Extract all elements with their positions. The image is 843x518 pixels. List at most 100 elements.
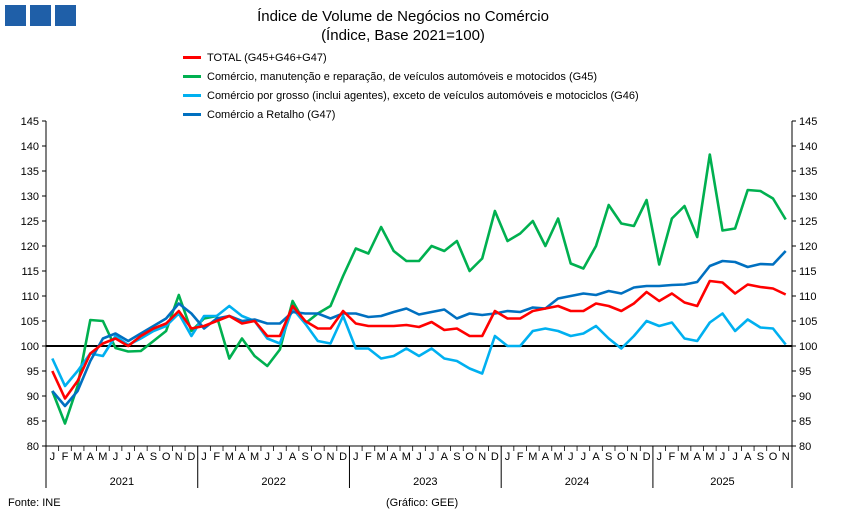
logo-square-icon xyxy=(5,5,26,26)
month-label: A xyxy=(744,451,752,463)
month-label: N xyxy=(478,451,486,463)
series-line xyxy=(51,153,787,425)
month-label: J xyxy=(505,451,511,463)
legend-item: Comércio a Retalho (G47) xyxy=(183,105,639,124)
month-label: J xyxy=(720,451,726,463)
legend-label: Comércio a Retalho (G47) xyxy=(207,108,336,121)
series-line xyxy=(51,304,787,388)
month-label: M xyxy=(528,451,537,463)
month-label: A xyxy=(592,451,600,463)
month-label: F xyxy=(365,451,372,463)
month-label: F xyxy=(517,451,524,463)
month-label: S xyxy=(150,451,157,463)
month-label: A xyxy=(137,451,145,463)
logo-square-icon xyxy=(55,5,76,26)
y-tick-label: 120 xyxy=(799,241,817,253)
legend-swatch xyxy=(183,94,201,97)
y-tick-label: 90 xyxy=(799,391,811,403)
month-label: O xyxy=(314,451,323,463)
month-label: J xyxy=(581,451,587,463)
month-label: M xyxy=(402,451,411,463)
y-tick-label: 125 xyxy=(799,216,817,228)
month-label: J xyxy=(732,451,738,463)
month-label: S xyxy=(302,451,309,463)
y-tick-label: 85 xyxy=(799,416,811,428)
year-label: 2021 xyxy=(110,476,134,488)
month-label: N xyxy=(630,451,638,463)
legend-item: Comércio por grosso (inclui agentes), ex… xyxy=(183,86,639,105)
month-label: A xyxy=(87,451,95,463)
legend-label: Comércio por grosso (inclui agentes), ex… xyxy=(207,89,639,102)
y-tick-label: 95 xyxy=(799,366,811,378)
month-label: M xyxy=(553,451,562,463)
month-label: J xyxy=(265,451,271,463)
month-label: J xyxy=(125,451,131,463)
legend-item: Comércio, manutenção e reparação, de veí… xyxy=(183,67,639,86)
month-label: S xyxy=(757,451,764,463)
month-label: M xyxy=(376,451,385,463)
chart-subtitle: (Índice, Base 2021=100) xyxy=(321,27,485,44)
y-tick-label: 115 xyxy=(799,266,817,278)
y-tick-label: 140 xyxy=(21,141,39,153)
legend-swatch xyxy=(183,56,201,59)
month-label: M xyxy=(250,451,259,463)
y-tick-label: 130 xyxy=(799,191,817,203)
month-label: F xyxy=(62,451,69,463)
year-label: 2024 xyxy=(565,476,589,488)
year-label: 2025 xyxy=(710,476,734,488)
y-tick-label: 90 xyxy=(27,391,39,403)
month-label: A xyxy=(693,451,701,463)
legend-item: TOTAL (G45+G46+G47) xyxy=(183,48,639,67)
month-label: A xyxy=(390,451,398,463)
month-label: D xyxy=(491,451,499,463)
month-label: M xyxy=(225,451,234,463)
y-tick-label: 125 xyxy=(21,216,39,228)
year-label: 2023 xyxy=(413,476,437,488)
year-label: 2022 xyxy=(261,476,285,488)
month-label: J xyxy=(113,451,119,463)
month-label: M xyxy=(705,451,714,463)
month-label: O xyxy=(769,451,778,463)
month-label: O xyxy=(617,451,626,463)
y-tick-label: 100 xyxy=(799,341,817,353)
legend-swatch xyxy=(183,75,201,78)
credit-note: (Gráfico: GEE) xyxy=(386,497,459,509)
y-tick-label: 105 xyxy=(799,316,817,328)
month-label: J xyxy=(50,451,56,463)
legend-label: TOTAL (G45+G46+G47) xyxy=(207,51,327,64)
month-label: N xyxy=(175,451,183,463)
y-tick-label: 80 xyxy=(799,441,811,453)
month-label: M xyxy=(680,451,689,463)
y-tick-label: 120 xyxy=(21,241,39,253)
month-label: J xyxy=(656,451,662,463)
month-label: S xyxy=(453,451,460,463)
legend-swatch xyxy=(183,113,201,116)
month-label: J xyxy=(353,451,359,463)
logo-square-icon xyxy=(30,5,51,26)
source-note: Fonte: INE xyxy=(8,497,61,509)
legend: TOTAL (G45+G46+G47) Comércio, manutenção… xyxy=(183,48,639,124)
month-label: A xyxy=(542,451,550,463)
y-tick-label: 100 xyxy=(21,341,39,353)
month-label: J xyxy=(277,451,283,463)
y-tick-label: 130 xyxy=(21,191,39,203)
month-label: A xyxy=(289,451,297,463)
month-label: J xyxy=(201,451,207,463)
month-label: D xyxy=(187,451,195,463)
y-tick-label: 145 xyxy=(21,116,39,128)
series-line xyxy=(51,250,787,408)
y-tick-label: 80 xyxy=(27,441,39,453)
month-label: J xyxy=(568,451,574,463)
month-label: F xyxy=(213,451,220,463)
y-tick-label: 135 xyxy=(21,166,39,178)
month-label: O xyxy=(465,451,474,463)
month-label: A xyxy=(441,451,449,463)
month-label: N xyxy=(327,451,335,463)
month-label: A xyxy=(238,451,246,463)
y-tick-label: 140 xyxy=(799,141,817,153)
y-tick-label: 85 xyxy=(27,416,39,428)
month-label: M xyxy=(73,451,82,463)
y-tick-label: 95 xyxy=(27,366,39,378)
